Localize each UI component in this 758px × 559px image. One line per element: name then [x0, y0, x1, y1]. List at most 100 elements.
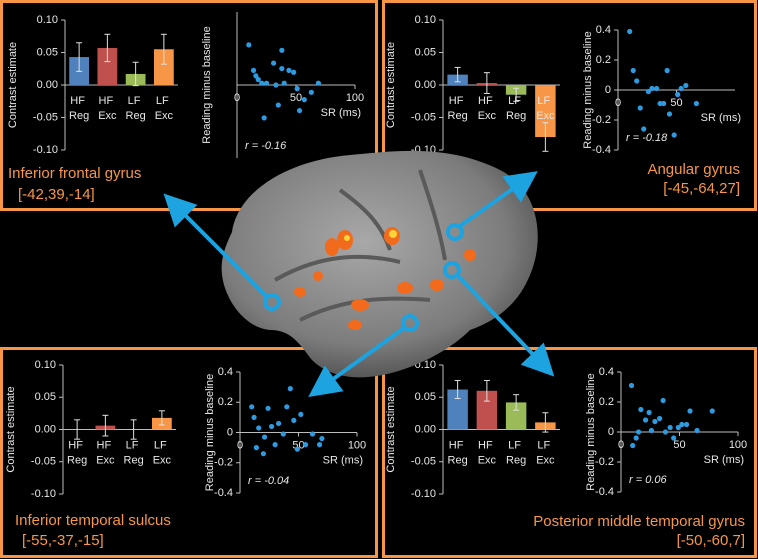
scatter-point	[298, 411, 304, 417]
scatter-point	[671, 435, 677, 441]
y-tick-label: 0.05	[37, 46, 58, 58]
x-axis-label: SR (ms)	[321, 107, 361, 119]
scatter-point	[279, 47, 285, 53]
scatter-point	[261, 115, 267, 121]
scatter-point	[664, 67, 670, 74]
x-tick-label: LF Exc	[536, 439, 555, 466]
y-axis-label: Contrast estimate	[5, 386, 17, 472]
y-tick-label: 0.4	[599, 366, 614, 378]
scatter-point	[284, 404, 290, 410]
scatter-point	[662, 429, 669, 435]
y-tick-label: 0.05	[415, 391, 436, 403]
scatter-point	[272, 442, 278, 448]
scatter-point	[694, 427, 700, 434]
scatter-point	[693, 100, 699, 107]
x-tick-label: LF Exc	[155, 95, 174, 122]
scatter-point	[709, 408, 715, 414]
scatter-point	[301, 97, 307, 103]
bar	[505, 402, 527, 430]
y-tick-label: 0.00	[35, 423, 56, 435]
bar	[447, 389, 468, 430]
y-tick-label: 0.00	[37, 79, 58, 91]
scatter-point	[628, 382, 635, 389]
scatter-point	[309, 431, 316, 437]
y-axis-label: Reading minus baseline	[204, 374, 216, 491]
y-tick-label: -0.10	[33, 144, 58, 156]
scatter-point	[302, 442, 309, 448]
y-tick-label: 0	[608, 426, 614, 438]
annotation: r = -0.18	[626, 132, 668, 144]
y-tick-label: -0.05	[31, 456, 56, 468]
region-coordinates: [-45,-64,27]	[663, 180, 740, 197]
scatter-point	[291, 69, 297, 75]
x-tick-label: LF Reg	[126, 95, 146, 122]
y-tick-label: -0.2	[592, 114, 611, 126]
x-tick-label: HF Exc	[478, 95, 497, 122]
scatter-point	[291, 417, 297, 423]
scatter-point	[645, 88, 652, 95]
x-tick-label: HF Exc	[478, 439, 497, 466]
x-tick-label: 0	[615, 97, 621, 109]
y-axis-label: Contrast estimate	[7, 42, 19, 128]
brain-render	[163, 150, 555, 398]
x-axis-label: SR (ms)	[704, 454, 744, 466]
x-tick-label: 0	[237, 439, 243, 451]
scatter-point	[279, 65, 285, 72]
charts: Contrast estimate -0.10 -0.05 0.00 0.05 0.10 H…	[5, 12, 747, 500]
y-tick-label: 0.10	[37, 14, 58, 26]
region-name: Inferior temporal sulcus	[15, 512, 171, 529]
scatter-point	[627, 28, 633, 35]
y-tick-label: 0.00	[415, 423, 436, 435]
scatter-point	[657, 415, 663, 422]
x-tick-label: LF Reg	[506, 439, 526, 466]
scatter-point	[287, 386, 293, 392]
y-tick-label: 0.2	[218, 396, 233, 408]
scatter-point	[661, 100, 667, 107]
scatter-point	[281, 80, 287, 86]
y-axis-label: Reading minus baseline	[585, 373, 597, 490]
scatter-point	[268, 423, 275, 430]
x-tick-label: HF Exc	[96, 439, 115, 466]
scatter-point	[294, 446, 300, 452]
y-tick-label: 0.4	[218, 366, 233, 378]
y-tick-label: 0.00	[415, 79, 436, 91]
scatter-point	[273, 82, 279, 88]
scatter-point	[256, 425, 262, 431]
y-tick-label: -0.05	[33, 111, 58, 123]
y-tick-label: 0	[227, 426, 233, 438]
scatter-point	[261, 434, 268, 440]
y-axis-label: Contrast estimate	[385, 42, 397, 128]
x-tick-label: HF Reg	[69, 95, 89, 122]
scatter-point	[630, 442, 636, 449]
y-tick-label: -0.4	[214, 487, 233, 499]
scatter-point	[654, 85, 660, 92]
scatter-point	[633, 435, 639, 441]
scatter-point	[263, 80, 270, 86]
y-tick-label: 0.10	[35, 359, 56, 371]
x-tick-label: HF Reg	[67, 439, 87, 466]
scatter-point	[641, 126, 647, 132]
scatter-point	[646, 409, 652, 416]
x-tick-label: LF Reg	[124, 439, 144, 466]
x-tick-label: HF Reg	[448, 95, 468, 122]
x-tick-label: LF Reg	[506, 95, 526, 122]
y-axis-label: Reading minus baseline	[582, 31, 594, 148]
scatter-point	[683, 421, 690, 428]
x-axis-label: SR (ms)	[701, 112, 741, 124]
region-name: Posterior middle temporal gyrus	[533, 513, 745, 530]
x-tick-label: LF Exc	[536, 95, 555, 122]
region-coordinates: [-50,-60,7]	[677, 532, 745, 549]
x-tick-label: HF Exc	[98, 95, 117, 122]
scatter-point	[296, 107, 303, 114]
scatter-point	[675, 91, 681, 98]
arrows	[163, 171, 555, 398]
bar	[476, 390, 498, 430]
scatter-point	[253, 445, 259, 451]
x-axis-label: SR (ms)	[323, 454, 363, 466]
scatter-point	[259, 80, 265, 86]
scatter-point	[255, 76, 261, 83]
bar	[97, 47, 118, 85]
scatter-point	[315, 80, 322, 86]
x-tick-label: 50	[670, 97, 682, 109]
